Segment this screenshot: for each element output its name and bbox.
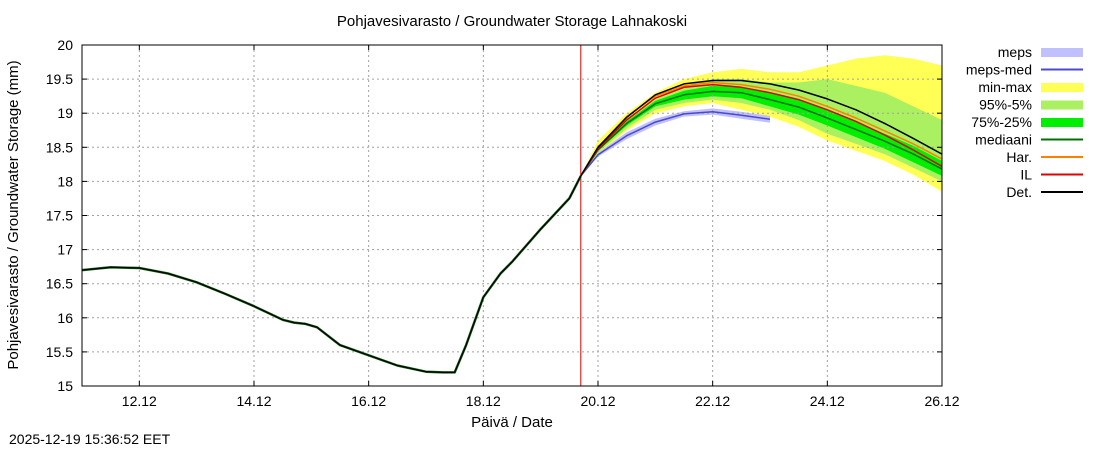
timestamp: 2025-12-19 15:36:52 EET: [9, 431, 171, 447]
grid-layer: [82, 45, 942, 386]
x-tick-label: 26.12: [924, 393, 959, 409]
meps-med-series-line: [580, 111, 771, 177]
y-tick-label: 15: [57, 378, 73, 394]
legend-label-il: IL: [1020, 167, 1032, 183]
il-series-line: [580, 83, 943, 177]
x-tick-label: 12.12: [122, 393, 157, 409]
y-tick-label: 16.5: [46, 276, 73, 292]
legend-swatch-p95-5: [1041, 100, 1083, 110]
ticks-layer: 12.12 14.12 16.12 18.12 20.12 22.12 24.12 26.12…: [46, 37, 960, 409]
y-tick-label: 17.5: [46, 208, 73, 224]
x-tick-label: 24.12: [810, 393, 845, 409]
legend-label-det: Det.: [1006, 184, 1032, 200]
legend-label-mediaani: mediaani: [975, 132, 1032, 148]
x-axis-label: Päivä / Date: [471, 414, 553, 431]
legend-swatch-minmax: [1041, 83, 1083, 92]
y-axis-label: Pohjavesivarasto / Groundwater Storage (…: [5, 60, 22, 369]
y-tick-label: 19: [57, 105, 73, 121]
legend-label-p95-5: 95%-5%: [979, 97, 1032, 113]
p95-5-band: [580, 79, 942, 182]
legend-swatch-p75-25: [1041, 118, 1083, 127]
meps-band: [580, 108, 770, 176]
y-tick-label: 17: [57, 242, 73, 258]
x-tick-label: 22.12: [695, 393, 730, 409]
y-tick-label: 16: [57, 310, 73, 326]
legend-label-minmax: min-max: [978, 79, 1032, 95]
y-tick-label: 18: [57, 173, 73, 189]
mediaani-series-line: [580, 90, 943, 177]
p75-25-band: [580, 85, 942, 176]
bands-layer: [580, 55, 942, 192]
legend-label-p75-25: 75%-25%: [971, 114, 1032, 130]
x-tick-label: 20.12: [580, 393, 615, 409]
x-tick-label: 18.12: [466, 393, 501, 409]
lines-layer: [81, 45, 943, 386]
observed-series-line: [81, 175, 582, 374]
x-tick-label: 16.12: [351, 393, 386, 409]
y-tick-label: 15.5: [46, 344, 73, 360]
legend-swatch-meps: [1041, 48, 1083, 57]
det-series-line: [580, 79, 943, 177]
legend-label-meps-med: meps-med: [966, 62, 1032, 78]
chart-title: Pohjavesivarasto / Groundwater Storage L…: [337, 13, 687, 30]
y-tick-label: 20: [57, 37, 73, 53]
legend-label-meps: meps: [998, 44, 1032, 60]
x-tick-label: 14.12: [236, 393, 271, 409]
legend-label-har: Har.: [1006, 149, 1032, 165]
observed-shadow-line: [81, 175, 582, 374]
y-tick-label: 18.5: [46, 139, 73, 155]
y-tick-label: 19.5: [46, 71, 73, 87]
